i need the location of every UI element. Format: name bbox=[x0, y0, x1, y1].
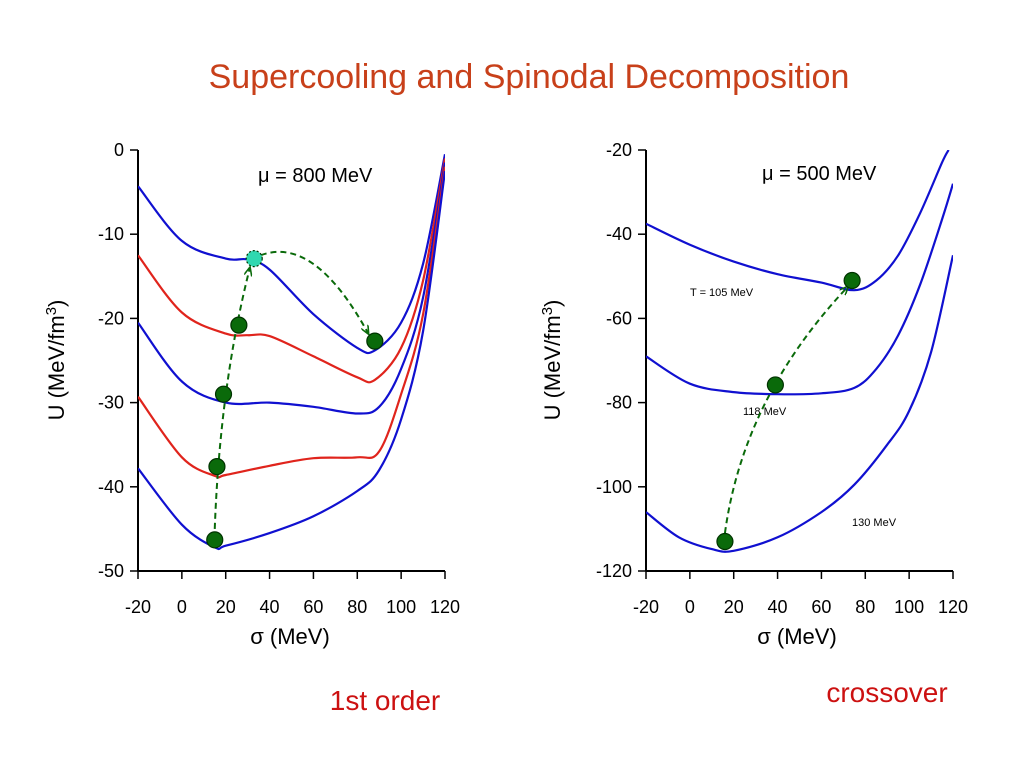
y-axis-label-right: U (MeV/fm3) bbox=[539, 300, 565, 421]
y-tick-label: -60 bbox=[606, 308, 632, 328]
x-tick-label: -20 bbox=[633, 597, 659, 617]
trajectory-arrow bbox=[213, 268, 250, 529]
series-line bbox=[138, 170, 445, 551]
y-tick-label: -40 bbox=[98, 477, 124, 497]
x-tick-label: 120 bbox=[938, 597, 968, 617]
annotation-right: μ = 500 MeV bbox=[762, 163, 877, 185]
y-tick-label: -20 bbox=[606, 140, 632, 160]
chart-left: -20 0 20 40 60 80 100 120 0 -10 -20 -30 -40 -50 μ = 8… bbox=[43, 140, 460, 716]
x-tick-label: 120 bbox=[430, 597, 460, 617]
y-tick-label: -120 bbox=[596, 561, 632, 581]
x-axis-label-right: σ (MeV) bbox=[757, 624, 837, 649]
y-tick-label: -50 bbox=[98, 561, 124, 581]
x-tick-label: 20 bbox=[724, 597, 744, 617]
y-tick-label: 0 bbox=[114, 140, 124, 160]
series-line bbox=[138, 153, 445, 355]
trajectory-arrow bbox=[260, 250, 368, 334]
state-marker bbox=[366, 332, 384, 350]
y-axis-label-left: U (MeV/fm3) bbox=[43, 300, 69, 421]
y-tick-label: -100 bbox=[596, 477, 632, 497]
state-marker bbox=[766, 376, 784, 394]
series-group bbox=[138, 153, 445, 551]
x-tick-label: 20 bbox=[216, 597, 236, 617]
x-tick-label: 60 bbox=[811, 597, 831, 617]
caption-right: crossover bbox=[826, 677, 947, 708]
annotation-left: μ = 800 MeV bbox=[258, 165, 373, 187]
y-tick-label: -30 bbox=[98, 393, 124, 413]
plot-area-left: -20 0 20 40 60 80 100 120 0 -10 -20 -30 -40 -50 bbox=[98, 140, 460, 617]
series-label: 130 MeV bbox=[852, 517, 897, 529]
x-axis-label-left: σ (MeV) bbox=[250, 624, 330, 649]
x-tick-label: 40 bbox=[260, 597, 280, 617]
series-label: 118 MeV bbox=[743, 406, 787, 418]
state-marker bbox=[208, 457, 226, 476]
series-label: T = 105 MeV bbox=[690, 287, 754, 299]
state-marker bbox=[206, 531, 224, 549]
series-line bbox=[646, 255, 953, 553]
x-tick-label: 100 bbox=[386, 597, 416, 617]
plot-area-right: -20 0 20 40 60 80 100 120 -20 -40 -60 -80 -100 -120 T … bbox=[596, 140, 968, 617]
series-line bbox=[138, 162, 445, 415]
state-marker bbox=[843, 271, 861, 290]
y-tick-label: -20 bbox=[98, 308, 124, 328]
state-marker bbox=[230, 316, 248, 334]
y-tick-label: -80 bbox=[606, 393, 632, 413]
slide-title: Supercooling and Spinodal Decomposition bbox=[208, 58, 850, 96]
x-tick-label: 0 bbox=[685, 597, 695, 617]
x-tick-label: 0 bbox=[177, 597, 187, 617]
x-tick-label: 40 bbox=[768, 597, 788, 617]
state-marker bbox=[214, 385, 233, 403]
x-tick-label: 60 bbox=[303, 597, 323, 617]
series-line bbox=[138, 158, 445, 384]
series-group bbox=[646, 150, 953, 553]
chart-right: -20 0 20 40 60 80 100 120 -20 -40 -60 -80 -100 -120 T … bbox=[539, 140, 968, 708]
series-line bbox=[138, 166, 445, 479]
series-line bbox=[646, 183, 953, 396]
state-marker-highlight bbox=[245, 250, 263, 268]
state-marker bbox=[716, 532, 734, 551]
caption-left: 1st order bbox=[330, 685, 441, 716]
series-line bbox=[646, 150, 950, 292]
y-tick-label: -10 bbox=[98, 224, 124, 244]
x-tick-label: 80 bbox=[347, 597, 367, 617]
y-tick-label: -40 bbox=[606, 224, 632, 244]
x-tick-label: 80 bbox=[855, 597, 875, 617]
x-tick-label: 100 bbox=[894, 597, 924, 617]
x-tick-label: -20 bbox=[125, 597, 151, 617]
trajectory-arrow bbox=[723, 287, 848, 534]
